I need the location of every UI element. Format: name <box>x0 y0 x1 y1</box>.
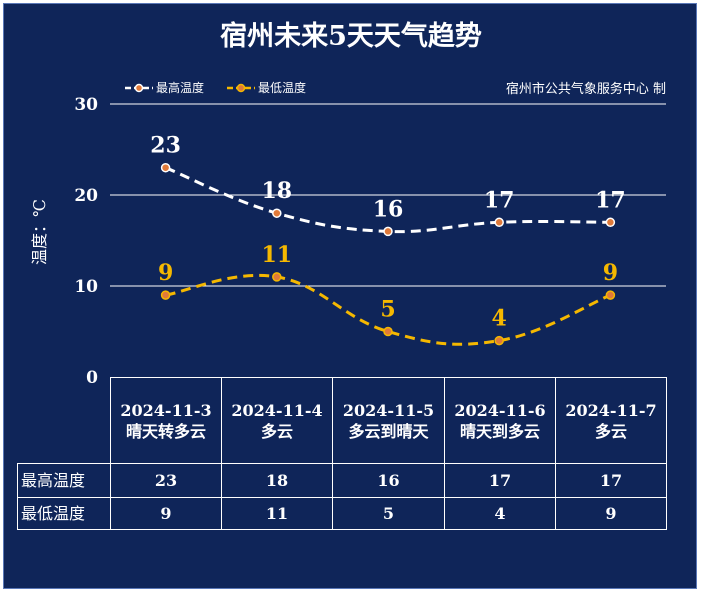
high-value-cell: 17 <box>555 463 667 498</box>
category-cell: 2024-11-7 多云 <box>555 377 667 464</box>
producer-credit: 宿州市公共气象服务中心 制 <box>505 82 666 97</box>
table-corner <box>17 377 111 464</box>
category-date: 2024-11-3 <box>120 400 212 420</box>
high-value-cell: 23 <box>110 463 222 498</box>
data-label-low: 11 <box>261 242 292 268</box>
category-cell: 2024-11-4 多云 <box>221 377 333 464</box>
data-point-high <box>605 217 616 228</box>
legend-label-high: 最高温度 <box>156 81 205 95</box>
table-row-low: 最低温度 9 11 5 4 9 <box>17 497 667 530</box>
high-value-cell: 18 <box>221 463 333 498</box>
legend-item-low: 最低温度 <box>226 79 306 96</box>
category-weather: 晴天到多云 <box>459 421 540 441</box>
category-cell: 2024-11-6 晴天到多云 <box>444 377 556 464</box>
legend-swatch-low <box>227 83 255 92</box>
data-label-low: 4 <box>492 306 507 332</box>
data-point-low <box>383 326 393 337</box>
row-label-low: 最低温度 <box>17 497 111 530</box>
data-label-high: 17 <box>484 187 515 213</box>
data-table: 2024-11-3 晴天转多云 2024-11-4 多云 2024-11-5 多云到晴… <box>17 377 667 530</box>
data-label-high: 23 <box>150 133 181 159</box>
category-date: 2024-11-4 <box>231 400 323 420</box>
data-label-low: 9 <box>603 260 618 286</box>
category-cell: 2024-11-3 晴天转多云 <box>110 377 222 464</box>
data-label-high: 18 <box>261 178 292 204</box>
legend-label-low: 最低温度 <box>258 81 307 95</box>
data-point-high <box>160 162 171 173</box>
high-value-cell: 16 <box>332 463 445 498</box>
high-value-cell: 17 <box>444 463 556 498</box>
data-point-low <box>494 335 504 346</box>
low-value-cell: 9 <box>555 497 667 530</box>
data-label-high: 17 <box>595 187 626 213</box>
table-row-high: 最高温度 23 18 16 17 17 <box>17 463 667 498</box>
category-date: 2024-11-7 <box>565 400 657 420</box>
low-value-cell: 9 <box>110 497 222 530</box>
row-label-high: 最高温度 <box>17 463 111 498</box>
legend-swatch-high <box>125 83 153 92</box>
category-date: 2024-11-6 <box>454 400 546 420</box>
table-header-row: 2024-11-3 晴天转多云 2024-11-4 多云 2024-11-5 多云到晴… <box>17 377 667 464</box>
data-label-low: 9 <box>158 260 173 286</box>
y-tick-label: 30 <box>74 95 98 115</box>
chart-title: 宿州未来5天天气趋势 <box>220 21 482 52</box>
low-value-cell: 11 <box>221 497 333 530</box>
category-weather: 多云 <box>260 421 293 441</box>
category-weather: 多云 <box>594 421 627 441</box>
data-point-low <box>160 290 171 300</box>
legend-item-high: 最高温度 <box>124 79 204 96</box>
data-point-low <box>272 272 282 282</box>
data-label-high: 16 <box>373 196 404 222</box>
data-point-low <box>605 290 616 300</box>
data-point-high <box>383 226 393 237</box>
low-value-cell: 4 <box>444 497 556 530</box>
category-cell: 2024-11-5 多云到晴天 <box>332 377 445 464</box>
y-tick-label: 20 <box>74 186 98 206</box>
y-tick-label: 10 <box>74 277 98 297</box>
data-point-high <box>272 208 282 218</box>
category-date: 2024-11-5 <box>342 400 435 420</box>
data-point-high <box>494 217 504 228</box>
category-weather: 晴天转多云 <box>125 421 206 441</box>
data-label-low: 5 <box>380 297 395 323</box>
low-value-cell: 5 <box>332 497 445 530</box>
category-weather: 多云到晴天 <box>348 421 429 441</box>
